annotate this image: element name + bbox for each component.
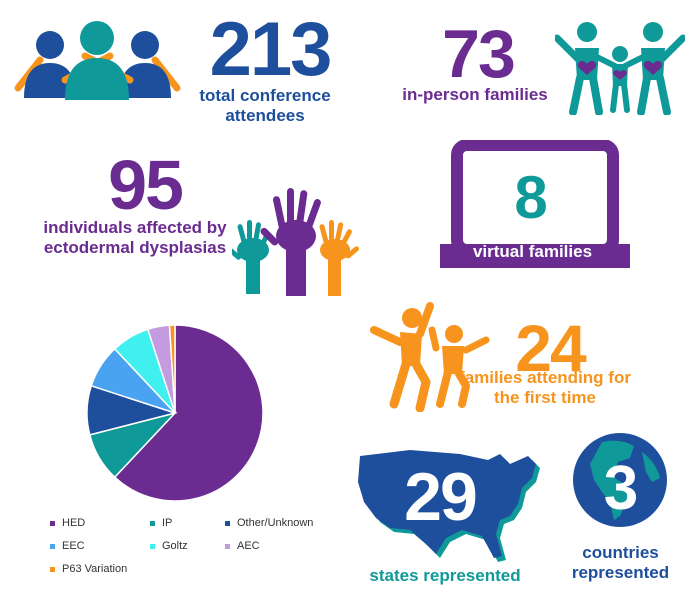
- legend-swatch: [225, 543, 230, 549]
- globe-icon: [573, 433, 667, 527]
- legend-swatch: [150, 543, 155, 549]
- in-person-label: in-person families: [402, 85, 548, 104]
- attendees-number: 213: [209, 7, 333, 92]
- in-person-number: 73: [442, 16, 516, 92]
- disorder-pie-chart: [86, 324, 264, 502]
- jumping-people-icon: [370, 302, 490, 412]
- legend-label: HED: [62, 517, 86, 529]
- pie-slice-hed: [113, 324, 264, 502]
- laptop-icon: [440, 140, 630, 268]
- legend-swatch: [50, 543, 55, 549]
- virtual-label: virtual families: [472, 242, 593, 261]
- attendees-label: total conference attendees: [199, 86, 331, 126]
- states-number: 29: [404, 459, 478, 535]
- legend-label: Goltz: [162, 540, 188, 552]
- states-label: states represented: [369, 566, 521, 585]
- legend-item: P63 Variation: [50, 563, 127, 575]
- pie-slice-p63-variation: [168, 324, 176, 414]
- legend-swatch: [150, 520, 155, 526]
- legend-swatch: [225, 520, 230, 526]
- legend-item: EEC: [50, 540, 85, 552]
- raised-hands-icon: [232, 188, 360, 296]
- legend-label: EEC: [62, 540, 85, 552]
- legend-label: IP: [162, 517, 173, 529]
- virtual-number: 8: [514, 164, 547, 231]
- countries-number: 3: [603, 454, 638, 523]
- people-group-icon: [14, 21, 181, 100]
- legend-swatch: [50, 520, 55, 526]
- legend-item: HED: [50, 517, 85, 529]
- legend-swatch: [50, 566, 55, 572]
- legend-item: Goltz: [150, 540, 188, 552]
- legend-item: IP: [150, 517, 172, 529]
- affected-number: 95: [108, 146, 184, 224]
- countries-label: countries represented: [571, 543, 670, 583]
- legend-item: AEC: [225, 540, 260, 552]
- family-icon: [555, 22, 685, 115]
- legend-label: Other/Unknown: [237, 517, 314, 529]
- legend-label: AEC: [237, 540, 260, 552]
- usa-map-icon: [358, 450, 540, 562]
- affected-label: individuals affected by ectodermal dyspl…: [43, 218, 227, 258]
- first-time-label: families attending for the first time: [459, 368, 631, 408]
- legend-label: P63 Variation: [62, 563, 128, 575]
- first-time-number: 24: [515, 311, 586, 385]
- legend-item: Other/Unknown: [225, 517, 313, 529]
